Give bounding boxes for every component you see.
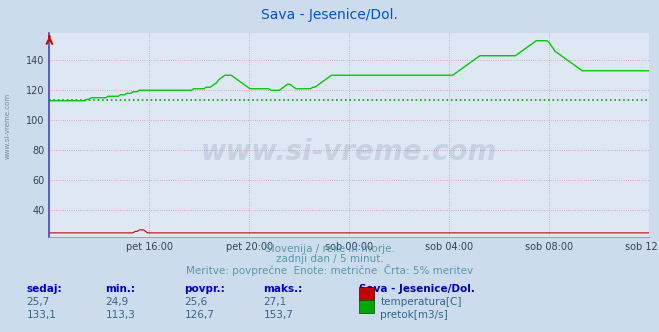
Text: Sava - Jesenice/Dol.: Sava - Jesenice/Dol. bbox=[261, 8, 398, 22]
Text: www.si-vreme.com: www.si-vreme.com bbox=[5, 93, 11, 159]
Text: 153,7: 153,7 bbox=[264, 310, 293, 320]
Text: www.si-vreme.com: www.si-vreme.com bbox=[201, 138, 498, 166]
Text: 113,3: 113,3 bbox=[105, 310, 135, 320]
Text: Slovenija / reke in morje.: Slovenija / reke in morje. bbox=[264, 244, 395, 254]
Text: povpr.:: povpr.: bbox=[185, 284, 225, 294]
Text: Sava - Jesenice/Dol.: Sava - Jesenice/Dol. bbox=[359, 284, 475, 294]
Text: 133,1: 133,1 bbox=[26, 310, 56, 320]
Text: zadnji dan / 5 minut.: zadnji dan / 5 minut. bbox=[275, 254, 384, 264]
Text: sedaj:: sedaj: bbox=[26, 284, 62, 294]
Text: 25,6: 25,6 bbox=[185, 297, 208, 307]
Text: 27,1: 27,1 bbox=[264, 297, 287, 307]
Text: temperatura[C]: temperatura[C] bbox=[380, 297, 462, 307]
Text: Meritve: povprečne  Enote: metrične  Črta: 5% meritev: Meritve: povprečne Enote: metrične Črta:… bbox=[186, 264, 473, 276]
Text: pretok[m3/s]: pretok[m3/s] bbox=[380, 310, 448, 320]
Text: min.:: min.: bbox=[105, 284, 136, 294]
Text: 25,7: 25,7 bbox=[26, 297, 49, 307]
Text: 126,7: 126,7 bbox=[185, 310, 214, 320]
Text: 24,9: 24,9 bbox=[105, 297, 129, 307]
Text: maks.:: maks.: bbox=[264, 284, 303, 294]
